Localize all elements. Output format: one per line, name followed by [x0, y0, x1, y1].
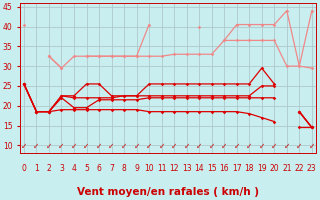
Text: ✓: ✓ [158, 141, 165, 150]
Text: ✓: ✓ [108, 141, 115, 150]
Text: ✓: ✓ [259, 141, 265, 150]
Text: ✓: ✓ [146, 141, 152, 150]
Text: ✓: ✓ [296, 141, 302, 150]
Text: ✓: ✓ [221, 141, 228, 150]
Text: ✓: ✓ [71, 141, 77, 150]
Text: ✓: ✓ [33, 141, 40, 150]
Text: ✓: ✓ [183, 141, 190, 150]
Text: ✓: ✓ [121, 141, 127, 150]
Text: ✓: ✓ [246, 141, 252, 150]
Text: ✓: ✓ [234, 141, 240, 150]
Text: ✓: ✓ [308, 141, 315, 150]
Text: ✓: ✓ [196, 141, 202, 150]
Text: ✓: ✓ [46, 141, 52, 150]
Text: ✓: ✓ [171, 141, 177, 150]
Text: ✓: ✓ [209, 141, 215, 150]
Text: ✓: ✓ [133, 141, 140, 150]
Text: ✓: ✓ [58, 141, 65, 150]
Text: ✓: ✓ [83, 141, 90, 150]
Text: ✓: ✓ [271, 141, 277, 150]
Text: ✓: ✓ [96, 141, 102, 150]
Text: ✓: ✓ [284, 141, 290, 150]
Text: ✓: ✓ [21, 141, 27, 150]
X-axis label: Vent moyen/en rafales ( km/h ): Vent moyen/en rafales ( km/h ) [77, 187, 259, 197]
